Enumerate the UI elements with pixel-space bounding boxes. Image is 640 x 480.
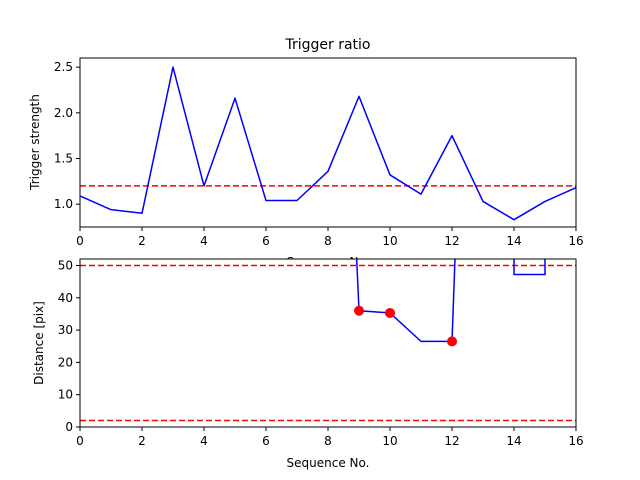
x-tick-label: 2 bbox=[138, 434, 146, 448]
x-tick-label: 16 bbox=[568, 434, 583, 448]
y-tick-label: 2.5 bbox=[54, 60, 73, 74]
y-tick-label: 2.0 bbox=[54, 106, 73, 120]
top-y-axis-label: Trigger strength bbox=[28, 94, 42, 191]
top-chart-title: Trigger ratio bbox=[284, 37, 370, 53]
bottom-series-group bbox=[355, 259, 546, 343]
top-series-group bbox=[80, 66, 576, 221]
data-marker bbox=[354, 305, 364, 316]
y-tick-label: 1.0 bbox=[54, 197, 73, 211]
y-tick-label: 30 bbox=[58, 323, 73, 337]
bottom-markers bbox=[354, 305, 457, 347]
y-tick-label: 1.5 bbox=[54, 151, 73, 165]
y-tick-label: 50 bbox=[58, 258, 73, 272]
data-marker bbox=[385, 307, 395, 318]
top-x-axis: 0 2 4 6 8 10 12 14 16 bbox=[76, 227, 584, 248]
y-tick-label: 40 bbox=[58, 291, 73, 305]
x-tick-label: 8 bbox=[324, 434, 332, 448]
y-tick-label: 0 bbox=[65, 420, 73, 434]
top-plot-area bbox=[80, 58, 576, 227]
series-line-1 bbox=[513, 259, 546, 276]
x-tick-label: 8 bbox=[324, 234, 332, 248]
x-tick-label: 10 bbox=[382, 434, 397, 448]
x-tick-label: 2 bbox=[138, 234, 146, 248]
x-tick-label: 14 bbox=[506, 434, 521, 448]
bottom-y-axis-label: Distance [pix] bbox=[32, 301, 46, 385]
bottom-x-axis-label: Sequence No. bbox=[287, 456, 370, 470]
bottom-threshold-lines bbox=[80, 264, 576, 422]
x-tick-label: 16 bbox=[568, 234, 583, 248]
bottom-chart: 0 2 4 6 8 10 12 14 16 0 10 20 30 40 50 Distance [pix]… bbox=[32, 258, 584, 470]
x-tick-label: 0 bbox=[76, 434, 84, 448]
x-tick-label: 12 bbox=[444, 434, 459, 448]
series-line-0 bbox=[355, 259, 456, 343]
bottom-x-axis: 0 2 4 6 8 10 12 14 16 bbox=[76, 427, 584, 448]
bottom-plot-area bbox=[80, 259, 576, 427]
top-y-axis: 1.0 1.5 2.0 2.5 bbox=[54, 60, 80, 211]
bottom-y-axis: 0 10 20 30 40 50 bbox=[58, 258, 80, 434]
x-tick-label: 10 bbox=[382, 234, 397, 248]
x-tick-label: 4 bbox=[200, 234, 208, 248]
y-tick-label: 20 bbox=[58, 355, 73, 369]
x-tick-label: 4 bbox=[200, 434, 208, 448]
data-marker bbox=[447, 336, 457, 347]
series-line-0 bbox=[80, 66, 576, 221]
top-chart: Trigger ratio 0 2 4 6 8 10 12 14 16 1.0 1.5 2.0 2.5… bbox=[28, 37, 584, 269]
x-tick-label: 6 bbox=[262, 434, 270, 448]
x-tick-label: 14 bbox=[506, 234, 521, 248]
y-tick-label: 10 bbox=[58, 388, 73, 402]
x-tick-label: 6 bbox=[262, 234, 270, 248]
x-tick-label: 12 bbox=[444, 234, 459, 248]
x-tick-label: 0 bbox=[76, 234, 84, 248]
